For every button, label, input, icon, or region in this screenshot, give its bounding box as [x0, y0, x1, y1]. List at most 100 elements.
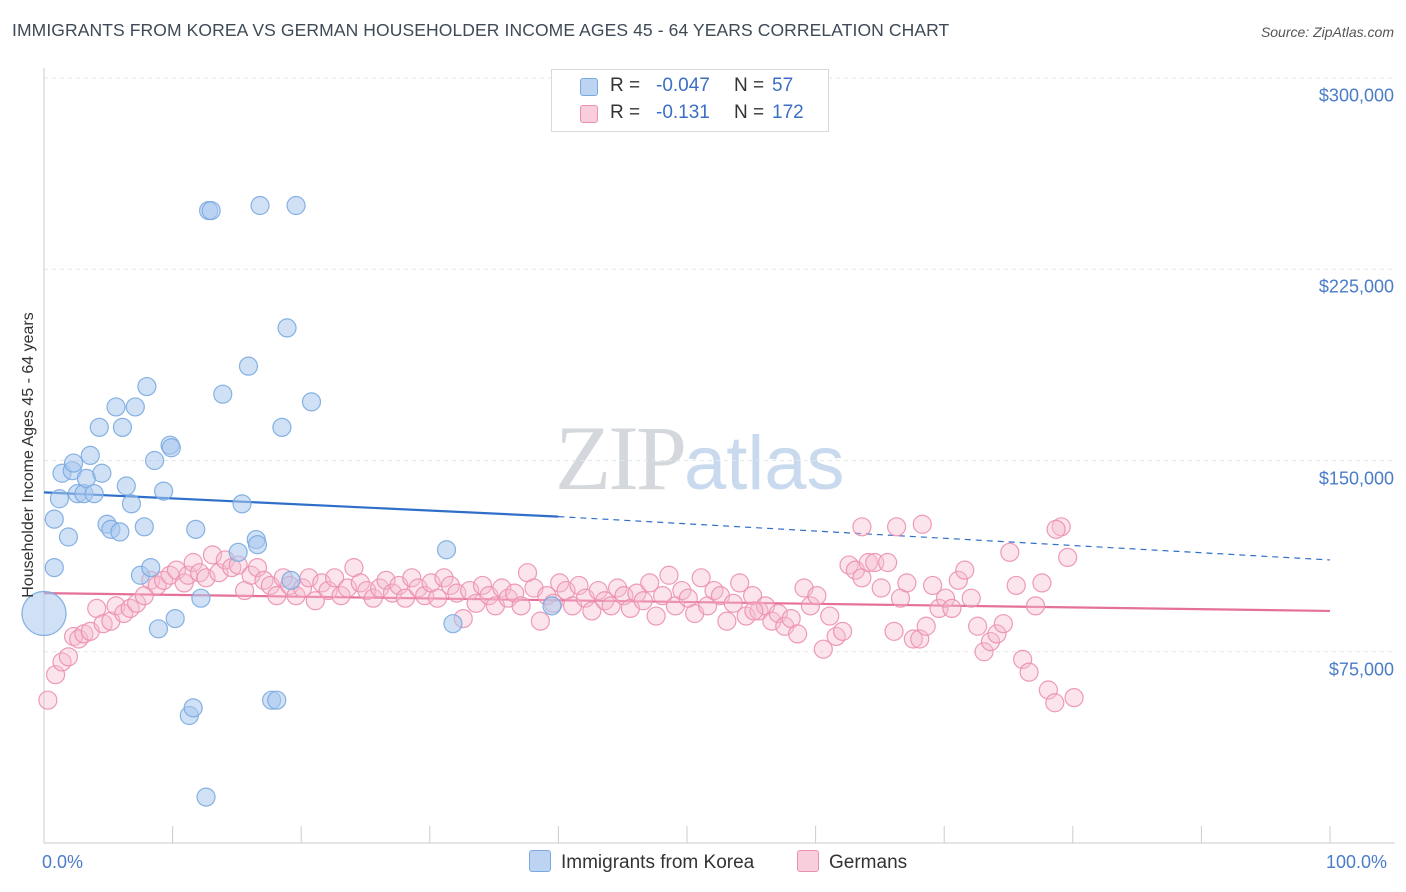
- korea-point: [44, 557, 64, 578]
- germans-point: [672, 580, 692, 601]
- korea-point: [21, 590, 67, 637]
- germans-point: [948, 570, 968, 590]
- germans-point: [652, 586, 673, 606]
- korea-point: [137, 376, 157, 397]
- legend-r-value: -0.131: [656, 102, 710, 123]
- korea-point: [196, 787, 216, 807]
- korea-point: [281, 570, 301, 590]
- germans-point: [887, 517, 907, 537]
- germans-point: [820, 606, 840, 626]
- germans-point: [402, 568, 422, 588]
- korea-point: [183, 698, 203, 718]
- germans-point: [723, 593, 743, 613]
- korea-point: [232, 494, 252, 514]
- germans-point: [331, 586, 351, 606]
- korea-point: [121, 494, 142, 514]
- germans-point: [961, 588, 981, 608]
- korea-point: [186, 519, 206, 539]
- germans-point: [52, 652, 72, 672]
- germans-point: [190, 563, 210, 583]
- germans-point: [858, 552, 878, 573]
- chart-title: IMMIGRANTS FROM KOREA VS GERMAN HOUSEHOL…: [12, 20, 950, 40]
- germans-point: [530, 611, 550, 631]
- germans-point: [350, 573, 370, 593]
- germans-point: [106, 596, 126, 616]
- germans-point: [800, 596, 821, 616]
- germans-point: [659, 565, 679, 585]
- germans-point: [704, 580, 724, 601]
- germans-point: [916, 616, 936, 636]
- germans-point: [627, 583, 647, 603]
- germans-point: [633, 591, 653, 611]
- germans-point: [807, 586, 827, 606]
- germans-point: [427, 588, 448, 608]
- germans-point: [968, 616, 988, 636]
- korea-point: [89, 417, 109, 437]
- legend-n-value: 57: [772, 75, 794, 96]
- y-tick-label: $225,000: [1318, 276, 1394, 297]
- germans-point: [1000, 542, 1020, 562]
- watermark-atlas: atlas: [684, 421, 845, 506]
- germans-point: [147, 575, 167, 596]
- germans-point: [762, 611, 782, 631]
- legend-r-value: -0.047: [656, 75, 710, 96]
- germans-point: [813, 639, 833, 659]
- germans-points: [38, 514, 1084, 713]
- korea-point: [49, 489, 70, 509]
- axes: [43, 68, 1395, 844]
- germans-point: [1046, 519, 1066, 539]
- germans-point: [1051, 517, 1071, 537]
- germans-point: [903, 629, 923, 649]
- germans-point: [1025, 596, 1046, 616]
- germans-point: [955, 560, 975, 580]
- korea-point: [125, 397, 145, 417]
- germans-point: [923, 575, 943, 596]
- germans-point: [987, 624, 1007, 644]
- germans-point: [884, 621, 904, 641]
- korea-point: [148, 619, 169, 639]
- y-tick-label: $150,000: [1318, 468, 1394, 488]
- korea-trend-line: [43, 491, 559, 518]
- germans-point: [749, 601, 769, 621]
- germans-point: [58, 647, 79, 667]
- germans-point: [993, 614, 1013, 634]
- korea-point: [106, 397, 126, 417]
- germans-point: [196, 568, 216, 588]
- korea-point: [161, 438, 181, 458]
- germans-point: [93, 614, 113, 634]
- y-tick-label: $75,000: [1328, 659, 1394, 680]
- korea-point: [213, 384, 233, 404]
- germans-point: [472, 575, 493, 596]
- y-axis-label: Householder Income Ages 45 - 64 years: [20, 312, 37, 598]
- germans-point: [1019, 662, 1039, 682]
- germans-point: [942, 598, 962, 619]
- korea-point: [436, 540, 457, 560]
- korea-point: [141, 557, 161, 578]
- watermark: ZIPatlas: [555, 405, 845, 511]
- germans-point: [878, 552, 898, 573]
- germans-point: [717, 611, 737, 631]
- stats-legend: R = -0.047 N = 57 R = -0.131 N = 172: [551, 69, 829, 132]
- germans-point: [382, 583, 403, 603]
- korea-point: [134, 517, 154, 537]
- korea-point: [272, 417, 292, 437]
- germans-point: [582, 601, 602, 621]
- germans-point: [38, 690, 58, 710]
- germans-point: [114, 603, 134, 624]
- germans-point: [183, 552, 203, 573]
- germans-point: [871, 578, 891, 598]
- germans-point: [550, 573, 570, 593]
- legend-swatch-korea: [529, 850, 551, 872]
- germans-point: [267, 586, 287, 606]
- korea-point: [238, 356, 259, 376]
- legend-r-label: R =: [610, 102, 641, 123]
- germans-point: [787, 624, 808, 644]
- legend-swatch-germans: [797, 850, 819, 872]
- korea-point: [63, 453, 84, 473]
- germans-point: [126, 593, 147, 613]
- korea-trend-extension: [558, 516, 1331, 561]
- germans-point: [305, 591, 325, 611]
- korea-point: [228, 542, 248, 562]
- korea-point: [443, 614, 463, 634]
- germans-point: [440, 575, 460, 596]
